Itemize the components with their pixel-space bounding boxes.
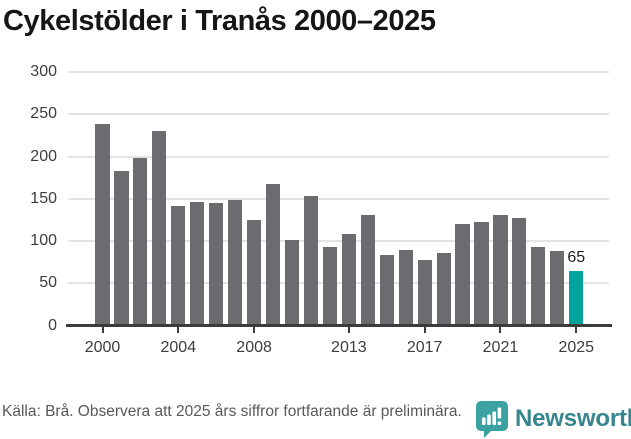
x-axis-tick-label: 2004 [160,338,197,356]
x-axis-tick [575,327,578,333]
y-axis-tick-label: 250 [30,105,57,123]
bar-2021 [493,214,508,326]
x-axis-tick-label: 2008 [236,338,272,356]
bar-2004 [171,205,186,326]
newsworthy-wordmark: Newsworthy [515,405,631,432]
bar-2014 [360,214,375,326]
x-axis-tick-label: 2017 [406,338,443,356]
x-axis-tick [499,327,502,333]
y-gridline [68,113,609,116]
bar-2022 [512,218,527,326]
bar-2013 [341,234,356,326]
x-axis-tick [101,327,104,333]
bar-2003 [152,131,167,326]
x-axis-tick [177,327,180,333]
x-axis-tick-label: 2013 [331,338,367,356]
bar-2001 [114,170,129,326]
x-axis-tick-label: 2025 [558,338,595,356]
y-gridline [68,155,609,158]
newsworthy-logo[interactable]: Newsworthy [476,400,631,438]
bar-2012 [322,246,337,326]
chart-title: Cykelstölder i Tranås 2000–2025 [3,5,436,37]
bar-2008 [247,219,262,326]
bar-2006 [209,202,224,326]
bar-2010 [284,240,300,326]
y-axis-tick-label: 50 [39,274,57,292]
y-gridline [68,282,609,285]
y-gridline [68,71,609,73]
bar-2000 [95,123,110,326]
y-gridline [68,240,609,242]
y-gridline [68,197,609,200]
bar-2024 [550,251,565,326]
bar-2017 [417,259,432,326]
y-axis-tick-label: 200 [30,147,57,165]
x-axis-tick-label: 2000 [84,338,121,356]
bar-2011 [303,196,319,326]
x-axis-tick [423,327,426,333]
bar-2019 [455,224,470,326]
bar-2009 [265,184,281,326]
bar-2015 [379,254,394,326]
x-axis-tick [347,327,350,333]
bar-2005 [190,202,205,326]
y-axis-tick-label: 300 [30,63,57,80]
bar-2025 [569,270,584,326]
newsworthy-bars-icon [476,400,508,438]
bar-2018 [436,252,451,326]
x-axis-tick-label: 2021 [482,338,519,356]
bar-2007 [228,200,243,326]
source-note: Källa: Brå. Observera att 2025 års siffr… [2,403,462,420]
y-axis-tick-label: 150 [30,189,57,207]
bar-2023 [531,246,546,326]
bar-2020 [474,221,489,326]
bar-2016 [398,250,413,326]
highlight-value-label: 65 [567,248,586,266]
y-axis-tick-label: 100 [30,232,57,249]
y-axis-tick-label: 0 [48,316,57,334]
x-axis-line [66,324,612,327]
bar-2002 [133,158,148,326]
x-axis-tick [253,327,256,333]
